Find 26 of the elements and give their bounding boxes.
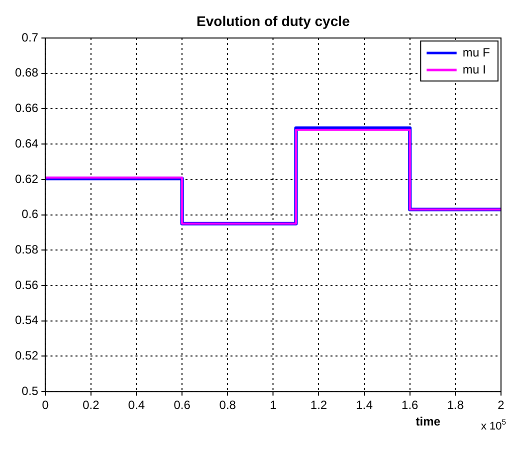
y-tick-label: 0.62 <box>14 172 39 186</box>
x-tick-label: 1 <box>270 398 277 412</box>
y-tick-label: 0.54 <box>14 313 39 328</box>
y-tick-label: 0.56 <box>14 278 39 292</box>
y-tick-label: 0.68 <box>14 66 39 80</box>
legend-label: mu F <box>462 45 490 60</box>
x-tick-label: 0.8 <box>219 398 236 412</box>
x-tick-label: 2 <box>498 398 505 412</box>
x-tick-label: 1.4 <box>356 398 373 412</box>
x-tick-label: 1.2 <box>310 398 328 412</box>
y-tick-label: 0.5 <box>22 384 39 398</box>
y-tick-label: 0.64 <box>14 136 39 150</box>
x-tick-label: 1.6 <box>402 398 419 412</box>
x-tick-label: 0.6 <box>174 398 191 412</box>
y-tick-label: 0.58 <box>14 242 39 256</box>
y-tick-label: 0.7 <box>22 30 39 44</box>
legend-label: mu I <box>462 62 486 76</box>
chart-title: Evolution of duty cycle <box>196 13 350 29</box>
x-axis-title: time <box>416 414 441 429</box>
y-tick-label: 0.6 <box>22 207 39 222</box>
x-tick-label: 0 <box>42 398 50 412</box>
x-tick-label: 0.4 <box>128 398 146 412</box>
x-tick-label: 0.2 <box>82 398 100 412</box>
y-tick-label: 0.66 <box>14 101 39 116</box>
y-tick-label: 0.52 <box>14 348 39 363</box>
x-tick-label: 1.8 <box>447 398 464 412</box>
